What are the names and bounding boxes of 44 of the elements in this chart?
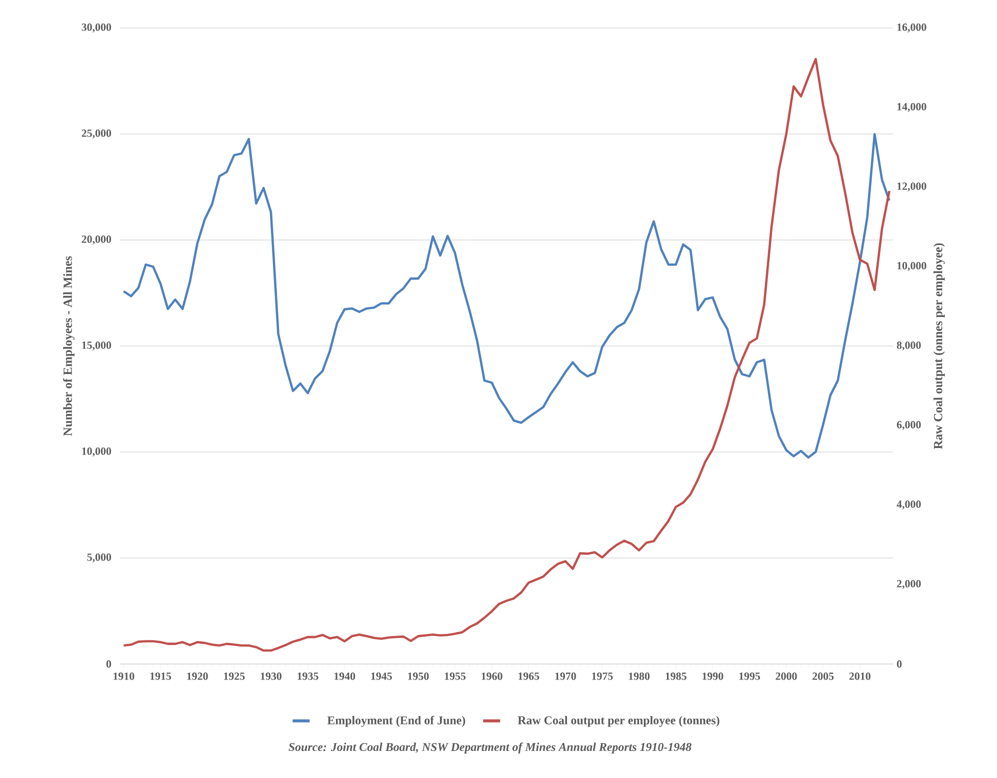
x-tick-label: 2005 [812, 672, 834, 680]
y2-tick-label: 14,000 [897, 103, 926, 112]
x-tick-label: 1955 [444, 672, 466, 680]
x-tick-label: 1985 [666, 672, 686, 680]
x-tick-label: 1970 [555, 672, 576, 680]
x-tick-label: 1910 [114, 672, 134, 680]
y2-tick-label: 6,000 [896, 421, 921, 430]
x-tick-label: 1930 [260, 672, 282, 680]
x-tick-label: 1990 [702, 672, 724, 680]
legend-label: Employment (End of June) [327, 716, 466, 727]
y-tick-label: 20,000 [82, 236, 112, 244]
x-tick-label: 1940 [334, 672, 356, 680]
source-note: Source: Joint Coal Board, NSW Department of Mines Annual Reports 1910-1948 [288, 742, 692, 754]
y2-tick-label: 10,000 [897, 262, 926, 271]
y2-tick-label: 2,000 [896, 580, 921, 589]
line-series [122, 133, 890, 459]
y-tick-label: 5,000 [87, 554, 112, 562]
x-tick-label: 1965 [518, 672, 540, 680]
y-tick-label: 0 [106, 660, 112, 668]
y-tick-label: 15,000 [82, 342, 112, 350]
x-tick-label: 1960 [482, 672, 502, 680]
x-tick-label: 2000 [776, 672, 797, 680]
y-tick-label: 30,000 [82, 24, 112, 32]
x-tick-label: 2010 [849, 672, 870, 680]
x-tick-label: 1980 [628, 672, 650, 680]
y2-tick-label: 12,000 [897, 182, 926, 192]
x-tick-label: 1935 [298, 672, 318, 680]
y-tick-label: 25,000 [82, 130, 112, 138]
y2-tick-label: 8,000 [896, 342, 921, 350]
y-axis-title: Number of Employees - All Mines [63, 256, 75, 436]
x-tick-label: 1920 [187, 672, 208, 680]
legend-label: Raw Coal output per employee (tonnes) [518, 716, 720, 727]
x-tick-label: 1950 [408, 672, 429, 680]
y2-tick-label: 0 [896, 660, 902, 668]
y2-tick-label: 16,000 [897, 24, 926, 32]
line-series [122, 58, 890, 652]
x-tick-label: 1975 [592, 672, 613, 680]
y2-axis-title: Raw Coal output (onnes per employee) [934, 243, 945, 450]
x-tick-label: 1915 [150, 672, 172, 680]
x-tick-label: 1995 [739, 672, 760, 680]
x-tick-label: 1925 [224, 672, 245, 680]
x-tick-label: 1945 [371, 672, 392, 680]
y2-tick-label: 4,000 [896, 500, 921, 510]
y-tick-label: 10,000 [82, 448, 112, 456]
